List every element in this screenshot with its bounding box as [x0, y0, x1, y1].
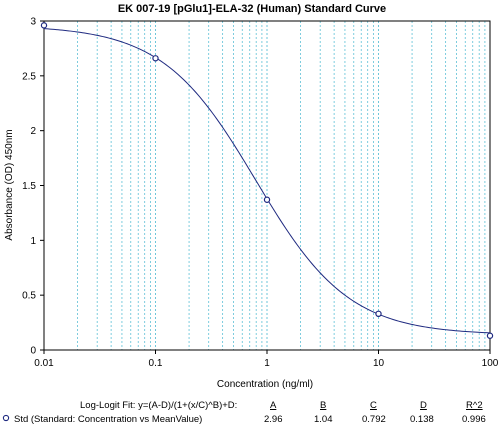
grid-lines: [43, 21, 491, 350]
fit-summary: Log-Logit Fit: y=(A-D)/(1+(x/C)^B)+D: A …: [0, 397, 500, 429]
y-tick-label: 1: [30, 236, 36, 247]
tick-labels: 0.01 0.1 1 10 100 0 0.5 1 1.5 2 2.5 3: [22, 17, 499, 370]
x-tick-label: 10: [373, 358, 385, 369]
data-point: [263, 196, 271, 203]
param-header-r2: R^2: [466, 400, 483, 411]
x-tick-label: 0.01: [34, 358, 54, 369]
standard-curve-chart: 0.01 0.1 1 10 100 0 0.5 1 1.5 2 2.5 3 EK 007-19 [pG…: [4, 3, 499, 390]
chart-title: EK 007-19 [pGlu1]-ELA-32 (Human) Standar…: [118, 3, 386, 15]
data-point: [40, 22, 48, 29]
param-value-c: 0.792: [362, 414, 386, 425]
y-axis-label: Absorbance (OD) 450nm: [4, 129, 15, 240]
param-value-r2: 0.996: [462, 414, 486, 425]
x-tick-label: 100: [482, 358, 499, 369]
y-tick-label: 2.5: [22, 71, 36, 82]
param-header-a: A: [270, 400, 277, 411]
x-axis-label: Concentration (ng/ml): [217, 379, 313, 390]
fit-equation-label: Log-Logit Fit: y=(A-D)/(1+(x/C)^B)+D:: [80, 400, 238, 411]
param-value-d: 0.138: [410, 414, 434, 425]
param-value-a: 2.96: [264, 414, 283, 425]
x-tick-label: 1: [264, 358, 270, 369]
x-tick-label: 0.1: [149, 358, 163, 369]
y-tick-label: 0.5: [22, 291, 36, 302]
param-value-b: 1.04: [314, 414, 333, 425]
y-tick-label: 2: [30, 126, 36, 137]
param-header-d: D: [420, 400, 427, 411]
axis-ticks: [40, 20, 491, 354]
legend-marker-icon: [2, 414, 10, 425]
data-point: [486, 332, 494, 339]
y-tick-label: 0: [30, 346, 36, 357]
data-points: [40, 22, 494, 339]
y-tick-label: 3: [30, 17, 36, 28]
y-tick-label: 1.5: [22, 181, 36, 192]
param-header-c: C: [370, 400, 377, 411]
data-point: [375, 310, 382, 318]
data-point: [152, 55, 159, 62]
legend-series-label: Std (Standard: Concentration vs MeanValu…: [14, 414, 203, 425]
param-header-b: B: [320, 400, 327, 411]
